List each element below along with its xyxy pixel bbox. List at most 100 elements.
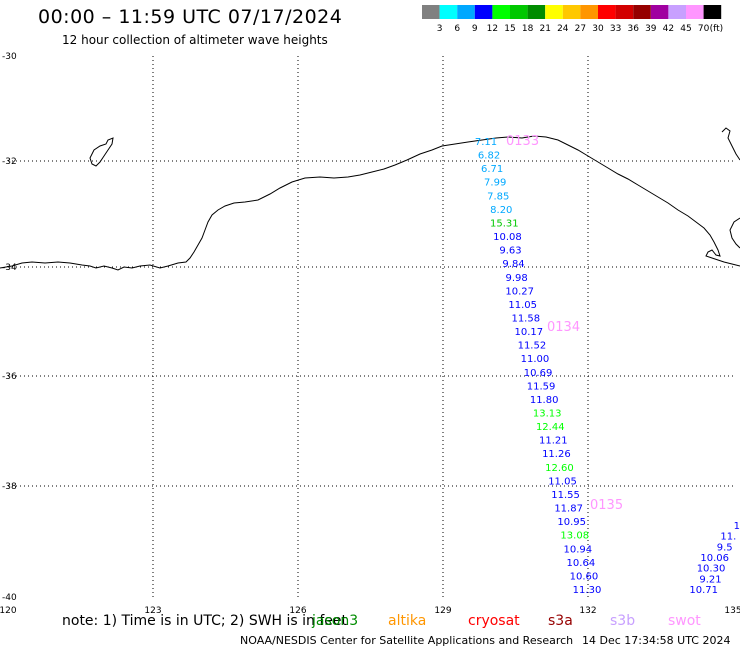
legend-tick-label: 33 [610,24,621,34]
wave-height-label: 9.5 [717,542,733,553]
latitude-tick-label: -40 [2,593,17,603]
map-title: 00:00 – 11:59 UTC 07/17/2024 [38,6,343,28]
satellite-legend-s3b: s3b [610,613,636,629]
wave-height-label: 10.71 [689,585,718,596]
legend-swatch [686,5,704,19]
legend-swatch [510,5,528,19]
wave-height-label: 11.52 [518,341,547,352]
wave-height-label: 11.21 [539,436,568,447]
wave-height-label: 9.98 [505,273,527,284]
track-time-label: 0133 [506,134,539,149]
wave-height-label: 9.84 [502,259,524,270]
track-time-label: 0135 [590,498,623,513]
legend-swatch [668,5,686,19]
footer-note: note: 1) Time is in UTC; 2) SWH is in fe… [62,613,348,629]
wave-height-label: 11. [720,532,736,543]
coastline [0,127,740,271]
legend-swatch [703,5,722,19]
legend-swatch [457,5,475,19]
gulf-outline [721,127,740,161]
wave-height-label: 12.44 [536,422,565,433]
wave-height-label: 11.05 [548,476,577,487]
footer-credit: NOAA/NESDIS Center for Satellite Applica… [240,634,574,647]
peninsula-outline [729,217,740,249]
wave-height-label: 10.27 [505,286,534,297]
wave-height-label: 10.06 [700,553,729,564]
wave-height-label: 6.71 [481,164,503,175]
wave-height-label: 10.30 [697,564,726,575]
wave-height-label: 10.95 [557,517,586,528]
legend-tick-label: 70 [698,24,710,34]
longitude-tick-label: 132 [579,606,596,616]
legend-tick-label: 45 [680,24,691,34]
wave-height-label: 9.21 [699,574,721,585]
legend-swatch [439,5,458,19]
wave-height-label: 10.60 [570,571,599,582]
wave-height-label: 6.82 [478,151,500,162]
wave-height-label: 10.94 [563,544,592,555]
latitude-tick-label: -34 [2,263,17,273]
map-subtitle: 12 hour collection of altimeter wave hei… [62,33,328,47]
latitude-tick-label: -30 [2,52,17,62]
legend-swatch [422,5,440,19]
wave-height-label: 1 [734,521,740,532]
legend-swatch [650,5,669,19]
wave-height-label: 11.55 [551,490,580,501]
wave-height-label: 13.08 [560,531,589,542]
latitude-tick-label: -32 [2,157,17,167]
wave-height-label: 8.20 [490,205,512,216]
wave-height-label: 10.64 [567,558,596,569]
legend-swatch [580,5,598,19]
wave-height-label: 11.30 [573,585,602,596]
legend-tick-label: 39 [645,24,657,34]
wave-height-label: 11.87 [554,504,583,515]
legend-swatch [492,5,510,19]
legend-swatch [527,5,546,19]
legend-swatch [598,5,616,19]
legend-tick-label: 36 [627,24,639,34]
legend-swatch [615,5,634,19]
wave-height-label: 15.31 [490,218,519,229]
satellite-legend-altika: altika [388,613,427,629]
wave-height-label: 7.11 [475,137,497,148]
legend-unit-label: (ft) [710,24,724,34]
footer-timestamp: 14 Dec 17:34:58 UTC 2024 [582,634,731,647]
wave-height-label: 12.60 [545,463,574,474]
legend-tick-label: 15 [504,24,515,34]
wave-height-label: 10.17 [515,327,544,338]
wave-height-label: 11.05 [508,300,537,311]
wave-height-label: 11.26 [542,449,571,460]
latitude-tick-label: -36 [2,372,17,382]
wave-height-label: 10.69 [524,368,553,379]
wave-height-label: 7.99 [484,178,506,189]
wave-height-label: 7.85 [487,191,509,202]
lat-lon-grid: 120 123 126 129 132 135 -30 -32 -34 -36 -38 -40 [0,52,740,616]
longitude-tick-label: 120 [0,606,17,616]
latitude-tick-label: -38 [2,482,17,492]
satellite-legend-swot: swot [668,613,701,629]
satellite-legend-s3a: s3a [548,613,573,629]
legend-tick-label: 6 [454,24,460,34]
legend-tick-label: 27 [575,24,586,34]
legend-swatch [474,5,493,19]
island-outline [89,137,114,167]
legend-tick-label: 24 [557,24,569,34]
wave-height-label: 10.08 [493,232,522,243]
legend-tick-label: 12 [487,24,498,34]
wave-height-label: 11.59 [527,381,556,392]
legend-swatch [545,5,563,19]
satellite-legend-jason3: jason3 [312,613,359,629]
legend-tick-label: 21 [539,24,550,34]
legend-tick-label: 30 [592,24,604,34]
legend-tick-label: 18 [522,24,534,34]
color-legend: 3 6 9 12 15 18 21 24 27 30 33 36 39 42 45 70 (ft) [422,5,723,34]
wave-height-labels: 7.11 6.82 6.71 7.99 7.85 8.20 15.31 10.08 9.63 9.… [475,134,740,596]
track-time-label: 0134 [547,320,580,335]
wave-height-label: 9.63 [499,246,521,257]
legend-tick-label: 9 [472,24,478,34]
legend-tick-label: 3 [437,24,443,34]
longitude-tick-label: 123 [144,606,161,616]
longitude-tick-label: 126 [289,606,306,616]
longitude-tick-label: 135 [724,606,740,616]
